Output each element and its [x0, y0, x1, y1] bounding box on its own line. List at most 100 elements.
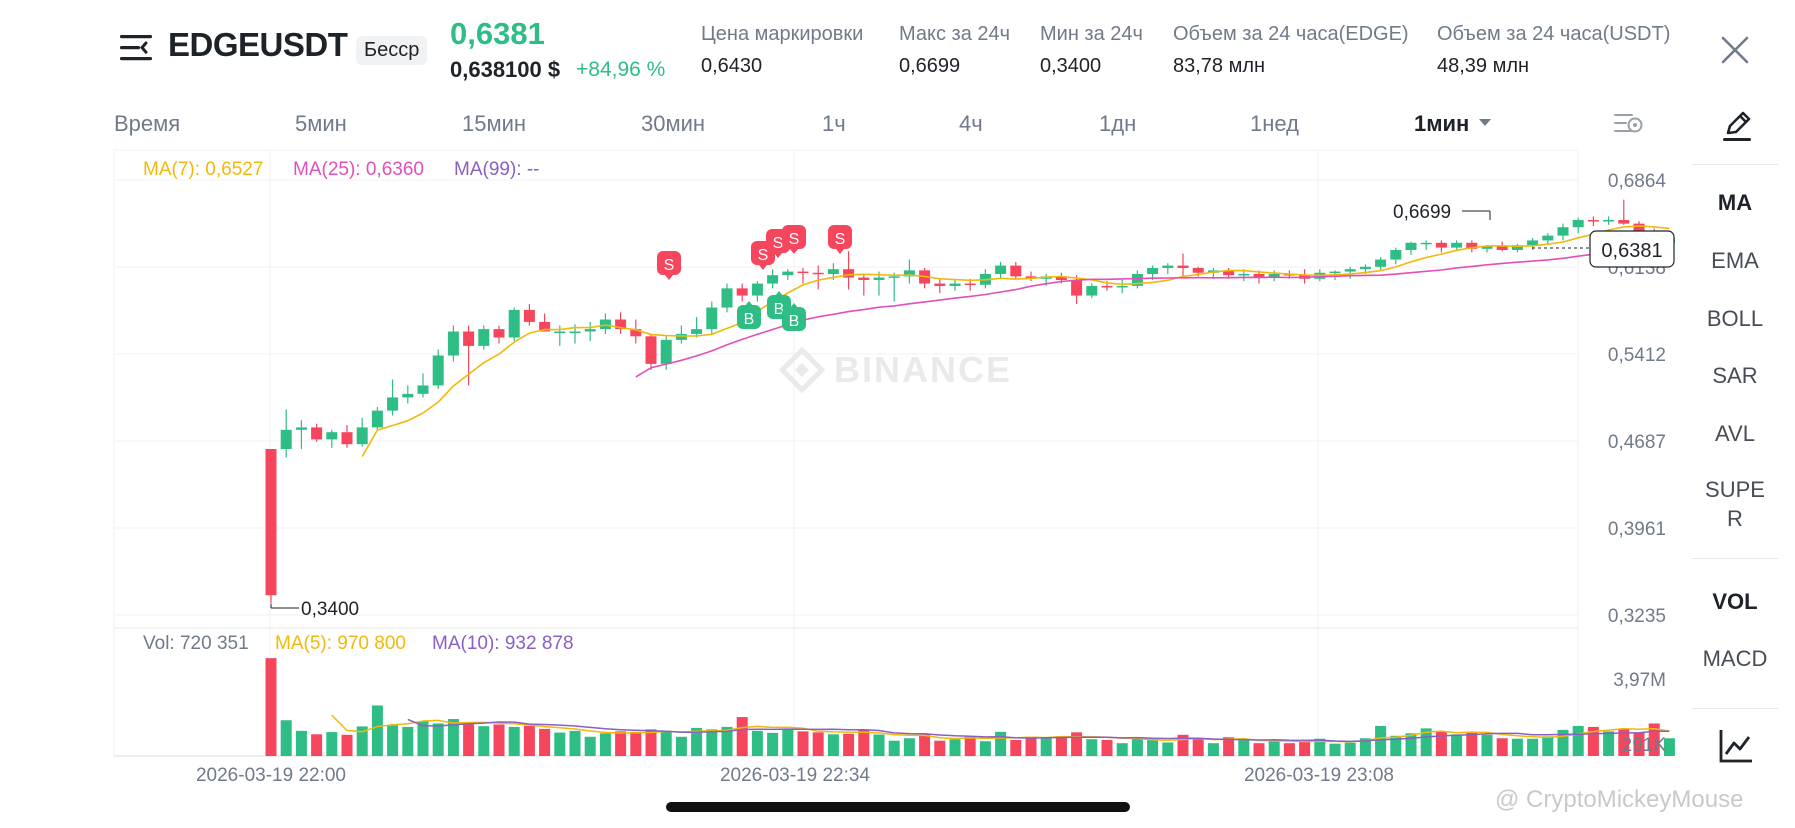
candle[interactable] [934, 278, 946, 294]
candle[interactable] [767, 269, 779, 289]
sell-marker[interactable]: S [782, 225, 806, 254]
candle[interactable] [295, 420, 307, 449]
interval-15m[interactable]: 15мин [462, 111, 527, 136]
candle[interactable] [463, 325, 475, 386]
candle[interactable] [721, 283, 733, 313]
candle[interactable] [751, 281, 763, 302]
candle[interactable] [1162, 263, 1174, 274]
candle[interactable] [432, 349, 444, 390]
candle[interactable] [812, 265, 824, 290]
current-price-tag[interactable]: 0,6381 [1589, 230, 1675, 268]
candle[interactable] [782, 269, 794, 280]
chart-settings-icon[interactable] [1612, 110, 1644, 138]
candle[interactable] [1603, 216, 1615, 225]
indicator-macd[interactable]: MACD [1702, 646, 1768, 671]
candle[interactable] [584, 321, 596, 342]
interval-selected[interactable]: 1мин [1414, 111, 1470, 136]
candle[interactable] [1587, 216, 1599, 227]
candle[interactable] [1466, 240, 1478, 253]
candle[interactable] [691, 317, 703, 338]
interval-30m[interactable]: 30мин [641, 111, 706, 136]
candle[interactable] [706, 301, 718, 334]
candle[interactable] [995, 261, 1007, 279]
candle[interactable] [1618, 199, 1630, 225]
candle[interactable] [645, 333, 657, 370]
sell-marker[interactable]: S [657, 251, 681, 280]
candle[interactable] [873, 271, 885, 296]
candle-body [721, 288, 733, 308]
menu-icon[interactable] [118, 32, 154, 64]
candle[interactable] [843, 251, 855, 290]
buy-marker[interactable]: B [782, 303, 806, 331]
candle[interactable] [1086, 283, 1098, 298]
candle[interactable] [265, 448, 277, 604]
candle[interactable] [1025, 271, 1037, 282]
candle[interactable] [371, 407, 383, 430]
candle[interactable] [539, 313, 551, 332]
buy-marker[interactable]: B [737, 301, 761, 329]
candle[interactable] [417, 373, 429, 398]
candle[interactable] [1542, 233, 1554, 246]
candle[interactable] [1010, 261, 1022, 279]
candle[interactable] [1557, 223, 1569, 241]
indicator-sar[interactable]: SAR [1712, 363, 1758, 388]
candle[interactable] [341, 425, 353, 448]
candle[interactable] [523, 303, 535, 326]
candle[interactable] [797, 267, 809, 284]
candle[interactable] [1116, 279, 1128, 294]
interval-4h[interactable]: 4ч [959, 111, 983, 136]
interval-1d[interactable]: 1дн [1099, 111, 1137, 136]
candle[interactable] [1390, 247, 1402, 265]
candle[interactable] [903, 259, 915, 284]
candle[interactable] [1177, 253, 1189, 277]
indicator-avl[interactable]: AVL [1715, 421, 1755, 446]
indicator-ema[interactable]: EMA [1711, 248, 1759, 273]
candle[interactable] [919, 267, 931, 289]
candle[interactable] [1131, 270, 1143, 289]
candle[interactable] [615, 312, 627, 334]
candle[interactable] [356, 417, 368, 447]
candle[interactable] [1375, 257, 1387, 271]
candle[interactable] [630, 319, 642, 344]
candle[interactable] [1572, 217, 1584, 234]
interval-5m[interactable]: 5мин [295, 111, 347, 136]
candle[interactable] [858, 273, 870, 296]
candle[interactable] [402, 385, 414, 404]
candle[interactable] [599, 313, 611, 334]
candle[interactable] [478, 325, 490, 350]
candle[interactable] [888, 272, 900, 302]
chevron-down-icon[interactable] [1478, 118, 1492, 128]
candle[interactable] [508, 307, 520, 342]
interval-1w[interactable]: 1нед [1250, 111, 1299, 136]
pair-title[interactable]: EDGEUSDT [168, 26, 348, 63]
candle[interactable] [1511, 244, 1523, 253]
candle[interactable] [387, 379, 399, 416]
candle[interactable] [1268, 270, 1280, 282]
candle[interactable] [1344, 266, 1356, 279]
candle[interactable] [447, 325, 459, 362]
candle[interactable] [1405, 241, 1417, 255]
chart-type-icon[interactable] [1718, 728, 1754, 764]
interval-1h[interactable]: 1ч [822, 111, 846, 136]
indicator-supertrend-line1[interactable]: SUPE [1705, 477, 1765, 502]
pen-icon[interactable] [1720, 108, 1754, 142]
candle-body [1587, 220, 1599, 222]
indicator-vol[interactable]: VOL [1712, 589, 1758, 614]
candle[interactable] [1451, 240, 1463, 251]
candle[interactable] [311, 423, 323, 442]
buy-marker-label: B [774, 301, 785, 318]
candle[interactable] [1435, 240, 1447, 253]
sell-marker[interactable]: S [828, 225, 852, 254]
indicator-supertrend-line2[interactable]: R [1727, 506, 1743, 531]
candle[interactable] [949, 279, 961, 291]
indicator-ma[interactable]: MA [1717, 190, 1753, 215]
candle[interactable] [493, 325, 505, 344]
indicator-boll[interactable]: BOLL [1706, 306, 1764, 331]
candle[interactable] [1420, 240, 1432, 251]
close-icon[interactable] [1720, 35, 1750, 65]
candle[interactable] [736, 283, 748, 302]
candle[interactable] [675, 325, 687, 344]
candle[interactable] [280, 409, 292, 458]
candle[interactable] [326, 429, 338, 448]
